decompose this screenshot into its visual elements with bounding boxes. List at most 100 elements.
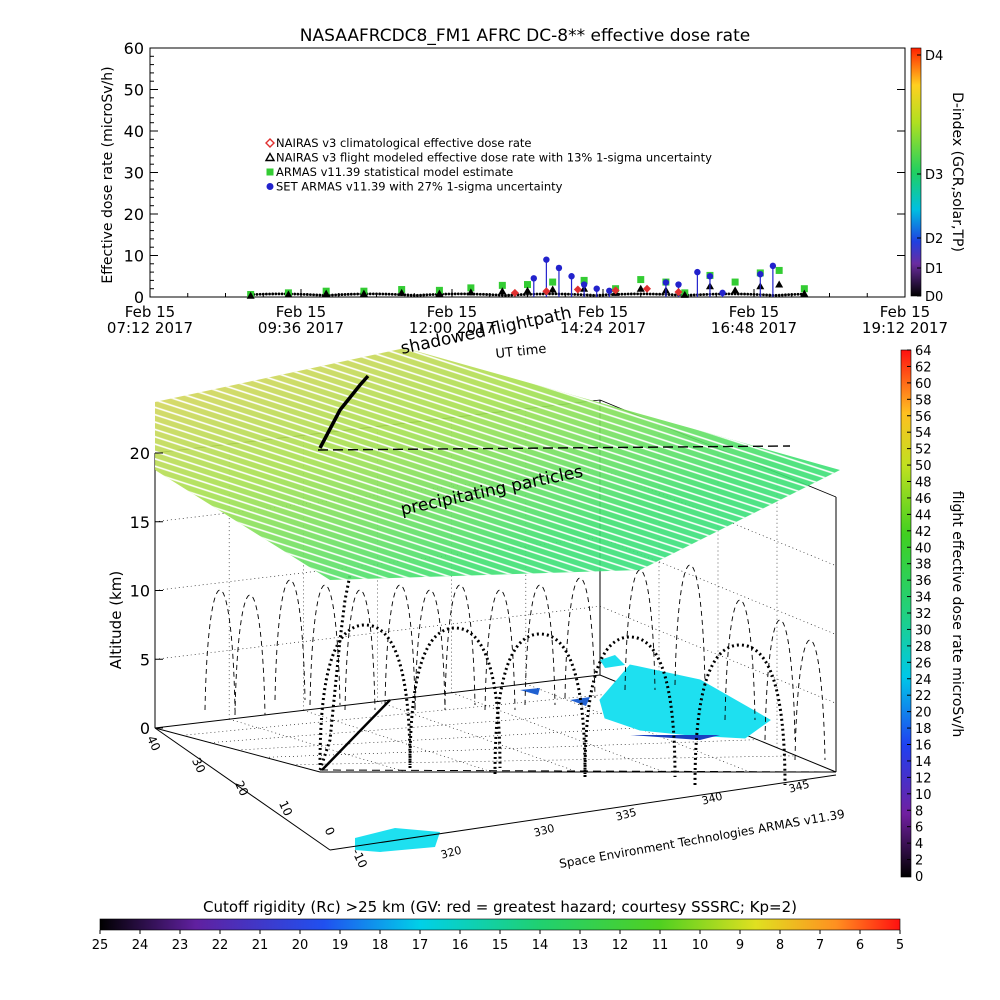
set-armas-point (694, 268, 701, 276)
x-tick-time: 19:12 2017 (862, 319, 948, 337)
baseline-point (346, 292, 350, 296)
baseline-point (560, 292, 564, 296)
shadow-arc (724, 599, 756, 721)
set-armas-point (662, 279, 670, 286)
latitude-axis (154, 727, 331, 851)
armas-model-point (467, 284, 475, 292)
baseline-point (793, 293, 797, 296)
baseline-point (765, 293, 768, 297)
cutoff-rigidity-label: Cutoff rigidity (Rc) >25 km (GV: red = g… (203, 898, 797, 916)
baseline-point (277, 292, 281, 296)
dose-rate-tick-label: 60 (915, 377, 932, 392)
baseline-point (673, 293, 677, 297)
top-chart-legend: NAIRAS v3 climatological effective dose … (264, 136, 712, 194)
cutoff-rigidity-tick-label: 15 (492, 938, 509, 953)
baseline-point (482, 292, 485, 296)
dose-rate-tick-label: 56 (915, 410, 932, 425)
cutoff-rigidity-tick-label: 13 (572, 938, 589, 953)
shadow-arc (564, 577, 596, 699)
baseline-point (541, 292, 545, 296)
flight-3d-chart (154, 348, 840, 852)
longitude-tick-label: 320 (439, 844, 463, 862)
baseline-point (504, 293, 507, 297)
longitude-tick-label: 345 (787, 778, 811, 796)
baseline-point (620, 292, 624, 296)
legend-entry-label: NAIRAS v3 flight modeled effective dose … (276, 151, 712, 165)
latitude-tick-label: 30 (189, 755, 208, 775)
cutoff-rigidity-tick-label: 25 (92, 938, 109, 953)
legend-entry-label: SET ARMAS v11.39 with 27% 1-sigma uncert… (276, 180, 563, 194)
dose-rate-tick-label: 10 (915, 788, 932, 803)
nairas-flight-point (523, 286, 532, 294)
baseline-point (768, 293, 772, 297)
baseline-point (601, 293, 605, 297)
dose-rate-tick-label: 38 (915, 558, 932, 573)
cutoff-rigidity-tick-label: 23 (172, 938, 189, 953)
armas-model-point (775, 266, 783, 274)
d-index-tick-label: D3 (925, 168, 943, 183)
wall-grid-line (599, 605, 837, 704)
armas-model-point (800, 285, 808, 293)
baseline-point (535, 292, 539, 296)
baseline-point (667, 293, 671, 296)
dose-rate-tick-label: 24 (915, 673, 932, 688)
baseline-point (762, 293, 765, 297)
cutoff-rigidity-tick-label: 20 (292, 938, 309, 953)
baseline-point (626, 292, 630, 296)
cutoff-rigidity-tick-label: 5 (896, 938, 904, 953)
shadow-arc (384, 584, 416, 706)
annotation-ut-time: UT time (495, 342, 547, 362)
baseline-point (337, 293, 341, 297)
shadow-arc (444, 584, 476, 706)
cutoff-rigidity-tick-label: 14 (532, 938, 549, 953)
baseline-point (633, 292, 636, 296)
cutoff-rigidity-region (520, 688, 540, 695)
top-chart-axes: 0 10 20 30 40 50 60 (124, 39, 906, 307)
armas-model-point (637, 276, 645, 284)
x-tick-day: Feb 15 (729, 303, 779, 321)
x-tick-time: 09:36 2017 (258, 319, 344, 337)
x-tick-day: Feb 15 (578, 303, 628, 321)
x-tick-day: Feb 15 (880, 303, 930, 321)
precipitating-particles-sheet (155, 348, 840, 580)
baseline-point (702, 293, 706, 296)
armas-model-point (580, 276, 588, 284)
dose-rate-tick-label: 58 (915, 393, 932, 408)
baseline-point (453, 292, 457, 296)
baseline-point (390, 292, 394, 296)
baseline-point (727, 292, 731, 296)
set-armas-point (719, 289, 726, 297)
baseline-point (787, 293, 791, 297)
floor-grid-line (182, 690, 640, 736)
y-tick-label: 50 (124, 81, 144, 100)
nairas-flight-point (498, 287, 507, 295)
baseline-point (639, 292, 643, 296)
cutoff-rigidity-region (600, 655, 625, 668)
x-tick-time: 12:00 2017 (409, 319, 495, 337)
baseline-point (412, 293, 416, 297)
cutoff-rigidity-tick-label: 10 (692, 938, 709, 953)
baseline-point (271, 292, 275, 296)
dose-rate-tick-label: 42 (915, 525, 932, 540)
nairas-clim-point (573, 285, 582, 294)
x-tick-day: Feb 15 (276, 303, 326, 321)
baseline-point (409, 293, 413, 297)
baseline-point (670, 293, 674, 297)
baseline-point (585, 293, 589, 297)
set-armas-point (530, 275, 537, 282)
baseline-point (375, 292, 378, 296)
baseline-point (519, 293, 523, 296)
baseline-point (592, 293, 595, 297)
baseline-point (554, 292, 558, 296)
nairas-clim-point (674, 288, 683, 297)
cutoff-rigidity-tick-label: 17 (412, 938, 429, 953)
baseline-point (393, 292, 397, 296)
y-tick-label: 40 (124, 122, 144, 141)
d-index-tick-label: D1 (925, 262, 943, 277)
baseline-point (334, 293, 338, 297)
altitude-tick-label: 0 (140, 719, 150, 738)
dose-rate-tick-label: 16 (915, 739, 932, 754)
baseline-point (714, 292, 718, 296)
baseline-point (507, 293, 511, 297)
baseline-point (538, 292, 542, 296)
